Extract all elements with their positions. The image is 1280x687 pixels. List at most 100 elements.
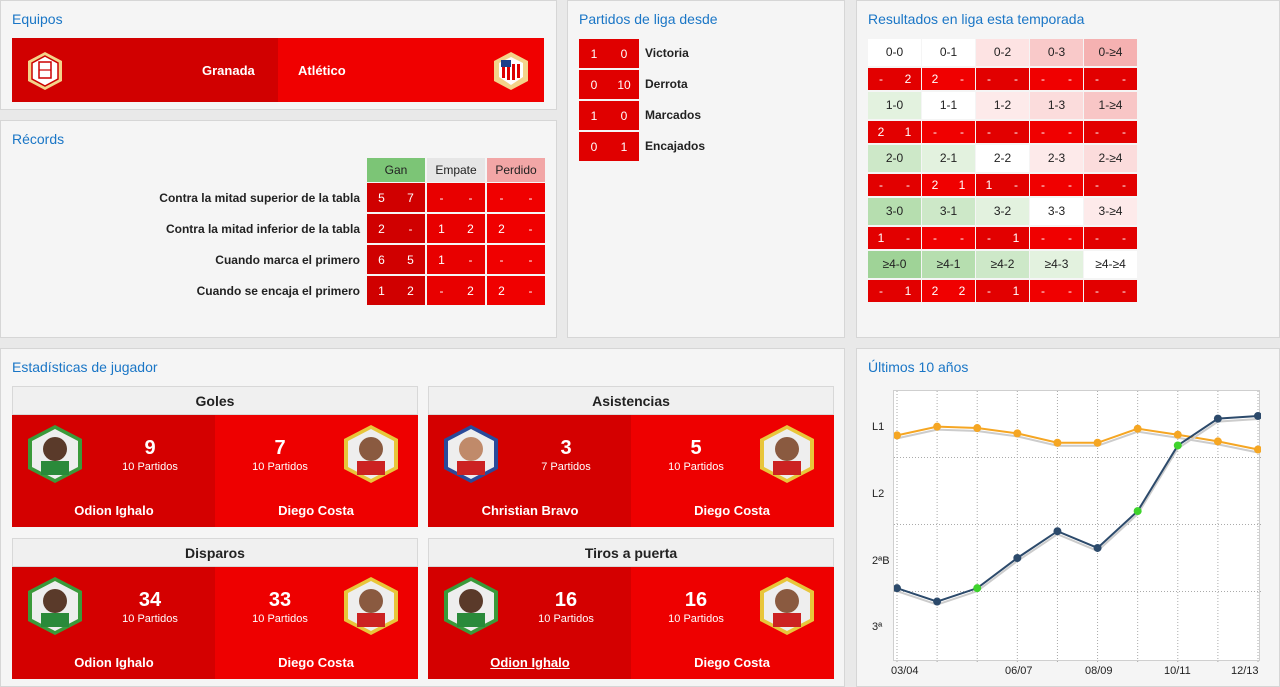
data-point[interactable] <box>973 424 982 433</box>
series-shadow <box>896 417 1259 606</box>
records-panel: Récords Gan Empate Perdido Contra la mit… <box>0 120 557 338</box>
score-count-cell: -- <box>976 68 1029 90</box>
x-tick-label: 12/13 <box>1231 665 1259 677</box>
data-point[interactable] <box>1254 411 1262 420</box>
last-10-years-panel: Últimos 10 años L1 L2 2ªB 3ª 03/04 06/07… <box>856 348 1280 687</box>
player-name[interactable]: Odion Ighalo <box>74 503 154 518</box>
score-cell: 2-0 <box>868 145 921 172</box>
score-cell: 1-1 <box>922 92 975 119</box>
records-cell: 2- <box>487 214 545 243</box>
score-count-cell: -- <box>1030 121 1083 143</box>
player-name[interactable]: Odion Ighalo <box>74 655 154 670</box>
score-count-cell: -- <box>868 174 921 196</box>
equipos-title: Equipos <box>12 11 63 27</box>
score-count-cell: -- <box>1030 280 1083 302</box>
data-point[interactable] <box>1093 543 1102 552</box>
data-point[interactable] <box>1254 445 1262 454</box>
score-count-cell: -- <box>1030 68 1083 90</box>
data-point[interactable] <box>1053 438 1062 447</box>
score-cell: ≥4-0 <box>868 251 921 278</box>
score-count-cell: -- <box>1084 280 1137 302</box>
y-tick-label: L2 <box>872 488 885 500</box>
score-count-cell: -- <box>1084 174 1137 196</box>
stat-matches: 10 Partidos <box>252 613 308 625</box>
stat-value: 16 <box>554 589 578 611</box>
score-count-cell: -- <box>976 121 1029 143</box>
stat-value: 5 <box>690 437 702 459</box>
player-avatar-icon[interactable] <box>756 423 818 485</box>
score-cell: 3-0 <box>868 198 921 225</box>
player-name[interactable]: Diego Costa <box>278 655 354 670</box>
home-team-name[interactable]: Granada <box>202 63 255 78</box>
y-tick-label: 3ª <box>872 621 883 633</box>
player-avatar-icon[interactable] <box>340 423 402 485</box>
stat-card-tiros-a-puerta: Tiros a puerta 16 10 Partidos Odion Igha… <box>428 538 834 680</box>
chart-area <box>893 390 1262 662</box>
granada-crest-icon[interactable] <box>24 50 66 92</box>
records-cell: -- <box>487 245 545 274</box>
atletico-crest-icon[interactable] <box>490 50 532 92</box>
player-avatar-icon[interactable] <box>24 423 86 485</box>
data-point[interactable] <box>1093 438 1102 447</box>
series-line-0 <box>896 425 1259 451</box>
x-tick-label: 03/04 <box>891 665 919 677</box>
data-point[interactable] <box>1173 430 1182 439</box>
records-cell: -- <box>487 183 545 212</box>
player-name[interactable]: Diego Costa <box>694 503 770 518</box>
player-avatar-icon[interactable] <box>24 575 86 637</box>
y-tick-label: 2ªB <box>872 555 890 567</box>
data-point[interactable] <box>1213 437 1222 446</box>
stat-card-title: Disparos <box>12 538 418 567</box>
stat-matches: 10 Partidos <box>668 613 724 625</box>
player-name[interactable]: Christian Bravo <box>481 503 579 518</box>
score-cell: 3-≥4 <box>1084 198 1137 225</box>
data-point[interactable] <box>1173 441 1182 450</box>
player-avatar-icon[interactable] <box>440 423 502 485</box>
stat-value: 34 <box>138 589 162 611</box>
score-cell: 1-3 <box>1030 92 1083 119</box>
records-cell: -- <box>427 183 485 212</box>
stat-matches: 10 Partidos <box>122 461 178 473</box>
away-team-name[interactable]: Atlético <box>298 63 346 78</box>
player-avatar-icon[interactable] <box>756 575 818 637</box>
player-name-link[interactable]: Odion Ighalo <box>490 655 570 670</box>
data-point[interactable] <box>893 584 901 593</box>
data-point[interactable] <box>1053 527 1062 536</box>
data-point[interactable] <box>1213 414 1222 423</box>
data-point[interactable] <box>1013 429 1022 438</box>
records-cell: 2- <box>487 276 545 305</box>
player-avatar-icon[interactable] <box>340 575 402 637</box>
records-row-label: Cuando se encaja el primero <box>196 284 360 298</box>
score-count-cell: -1 <box>868 280 921 302</box>
data-point[interactable] <box>973 584 982 593</box>
data-point[interactable] <box>933 422 942 431</box>
player-avatar-icon[interactable] <box>440 575 502 637</box>
player-name[interactable]: Diego Costa <box>694 655 770 670</box>
data-point[interactable] <box>1013 554 1022 562</box>
data-point[interactable] <box>1133 507 1142 516</box>
equipos-panel: Equipos Granada Atlético <box>0 0 557 110</box>
stat-card-title: Asistencias <box>428 386 834 415</box>
score-cell: 1-2 <box>976 92 1029 119</box>
stat-card-title: Tiros a puerta <box>428 538 834 567</box>
score-cell: 0-1 <box>922 39 975 66</box>
score-count-cell: -- <box>1084 227 1137 249</box>
data-point[interactable] <box>893 431 901 440</box>
score-cell: 2-≥4 <box>1084 145 1137 172</box>
stat-matches: 10 Partidos <box>122 613 178 625</box>
records-cell: -2 <box>427 276 485 305</box>
data-point[interactable] <box>933 597 942 606</box>
records-row-label: Cuando marca el primero <box>215 253 360 267</box>
score-cell: 2-3 <box>1030 145 1083 172</box>
score-count-cell: -2 <box>868 68 921 90</box>
data-point[interactable] <box>1133 424 1142 433</box>
records-title: Récords <box>12 131 65 147</box>
score-count-cell: 1- <box>976 174 1029 196</box>
header-perdido: Perdido <box>487 158 545 182</box>
score-cell: 1-≥4 <box>1084 92 1137 119</box>
teams-bar: Granada Atlético <box>12 38 544 102</box>
player-name[interactable]: Diego Costa <box>278 503 354 518</box>
